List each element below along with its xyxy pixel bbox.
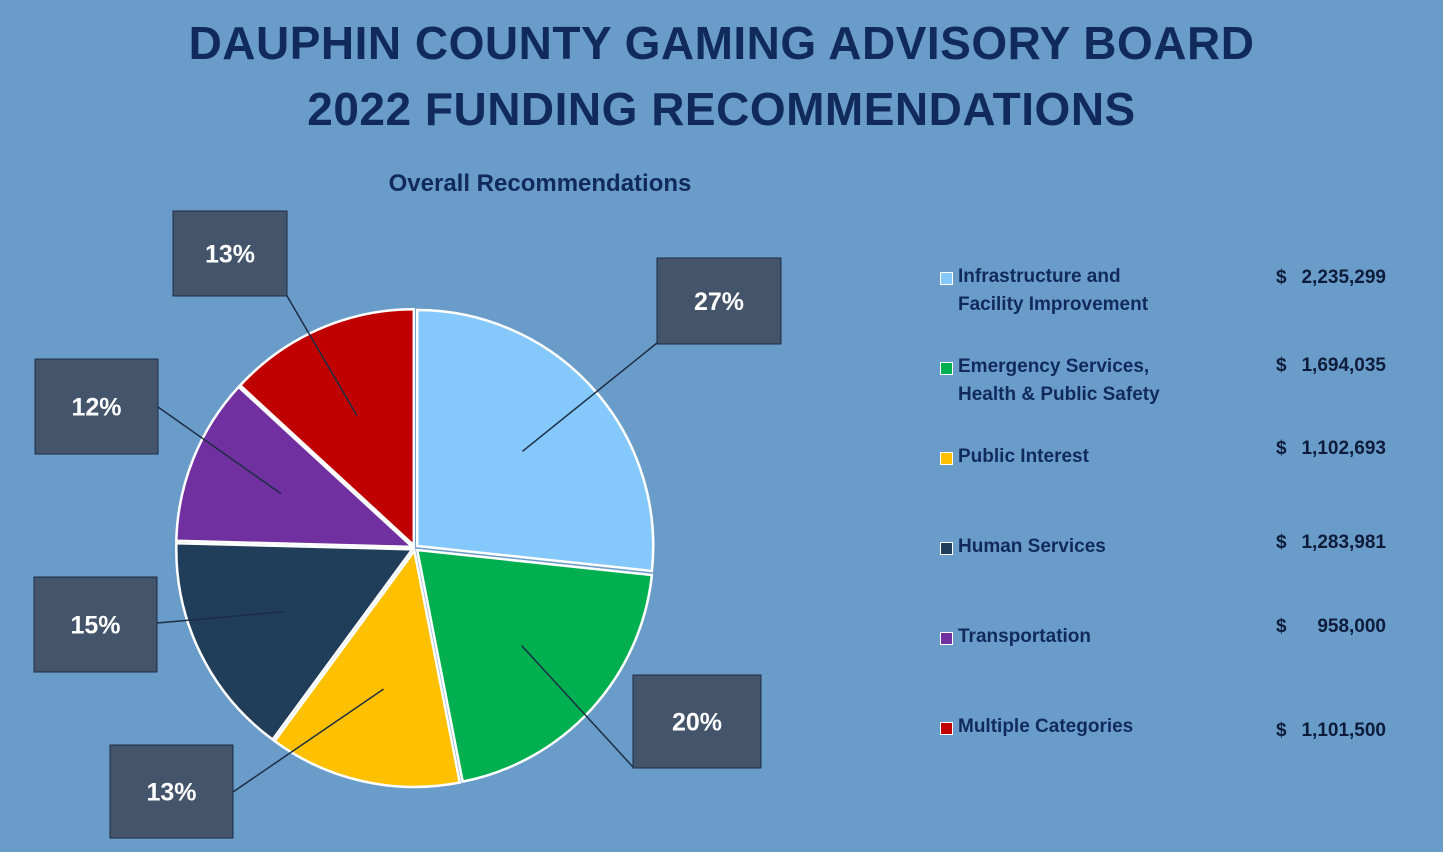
leader-line-4 xyxy=(156,610,286,624)
pie-slice-2 xyxy=(415,548,654,784)
page-title-line2: 2022 FUNDING RECOMMENDATIONS xyxy=(307,83,1136,135)
data-label-box-5 xyxy=(34,358,159,455)
legend-swatch xyxy=(940,362,953,375)
legend-amount: $1,102,693 xyxy=(1230,438,1386,460)
data-label-box-4 xyxy=(33,576,158,673)
currency-symbol: $ xyxy=(1276,616,1287,637)
amount-value: 1,694,035 xyxy=(1301,355,1386,376)
legend-swatch xyxy=(940,722,953,735)
data-label-6: 13% xyxy=(205,241,255,269)
leader-line-6 xyxy=(286,295,358,416)
legend-swatch xyxy=(940,542,953,555)
legend-label: Infrastructure and Facility Improvement xyxy=(958,266,1149,315)
chart-title: Overall Recommendations xyxy=(388,170,692,197)
data-label-3: 13% xyxy=(146,779,196,807)
data-label-2: 20% xyxy=(672,709,722,737)
legend-label: Transportation xyxy=(958,626,1092,647)
legend-swatch xyxy=(940,632,953,645)
legend-swatch xyxy=(940,452,953,465)
pie-slice-6 xyxy=(238,308,416,549)
leader-line-3 xyxy=(232,688,384,793)
leader-line-1 xyxy=(522,342,658,452)
leader-line-5 xyxy=(157,406,282,495)
currency-symbol: $ xyxy=(1276,720,1287,741)
currency-symbol: $ xyxy=(1276,532,1287,553)
legend-amount: $2,235,299 xyxy=(1230,267,1386,289)
pie-slice-3 xyxy=(272,547,462,789)
data-label-1: 27% xyxy=(694,288,744,316)
data-label-5: 12% xyxy=(71,394,121,422)
legend-label: Public Interest xyxy=(958,446,1089,467)
legend-label: Human Services xyxy=(958,536,1106,557)
currency-symbol: $ xyxy=(1276,267,1287,288)
amount-value: 2,235,299 xyxy=(1301,267,1386,288)
currency-symbol: $ xyxy=(1276,438,1287,459)
data-label-box-2 xyxy=(632,674,762,769)
leader-line-2 xyxy=(521,645,634,768)
pie-slice-4 xyxy=(175,541,415,742)
legend-amount: $958,000 xyxy=(1230,616,1386,638)
legend-swatch xyxy=(940,272,953,285)
currency-symbol: $ xyxy=(1276,355,1287,376)
amount-value: 1,283,981 xyxy=(1301,532,1386,553)
data-label-4: 15% xyxy=(70,612,120,640)
page-title-line1: DAUPHIN COUNTY GAMING ADVISORY BOARD xyxy=(188,17,1255,69)
data-label-box-3 xyxy=(109,744,234,839)
data-label-box-6 xyxy=(172,210,288,297)
legend-amount: $1,283,981 xyxy=(1230,532,1386,554)
data-label-box-1 xyxy=(656,257,782,345)
legend-amount: $1,101,500 xyxy=(1230,720,1386,742)
legend-label: Multiple Categories xyxy=(958,716,1134,737)
legend-label: Emergency Services, Health & Public Safe… xyxy=(958,356,1160,405)
amount-value: 1,102,693 xyxy=(1301,438,1386,459)
amount-value: 1,101,500 xyxy=(1301,720,1386,741)
legend-amount: $1,694,035 xyxy=(1230,355,1386,377)
pie-slice-5 xyxy=(175,385,416,549)
amount-value: 958,000 xyxy=(1317,616,1386,637)
